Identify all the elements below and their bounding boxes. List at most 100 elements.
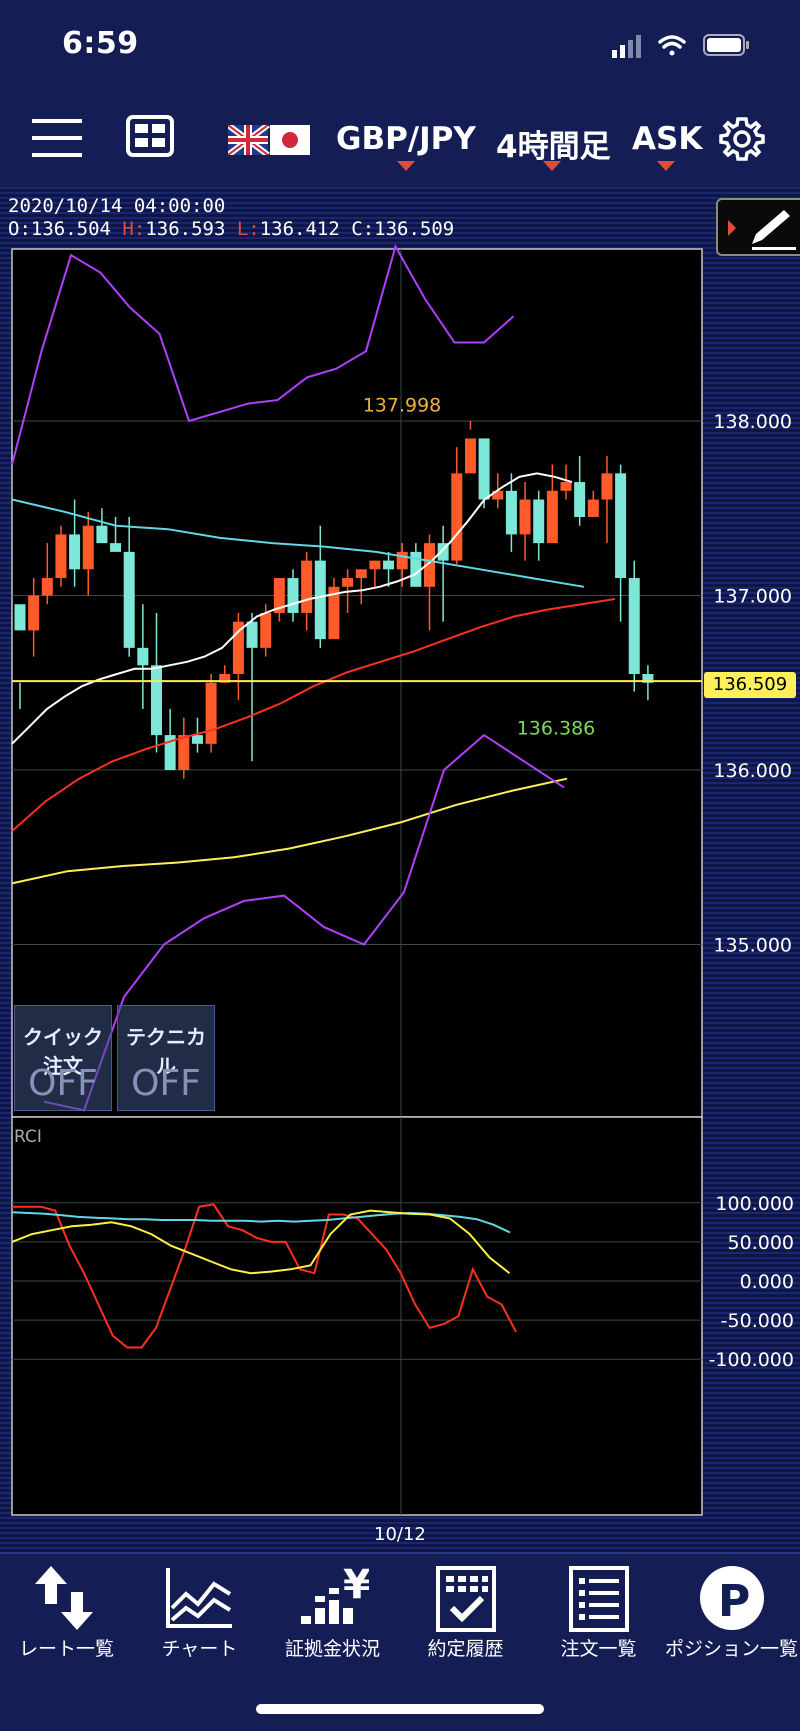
- candle-body: [287, 578, 299, 613]
- candle-body: [137, 647, 149, 666]
- quick-order-state: OFF: [28, 1063, 98, 1104]
- drawing-tool-button[interactable]: [716, 198, 800, 256]
- candle-body: [191, 735, 203, 744]
- price-axis-label: 135.000: [713, 935, 792, 957]
- price-axis-label: 137.000: [713, 586, 792, 608]
- candle-body: [82, 525, 94, 570]
- price-axis-label: 138.000: [713, 411, 792, 433]
- candle-body: [533, 499, 545, 544]
- candle-body: [178, 735, 190, 770]
- candle-body: [410, 551, 422, 587]
- toolbar: GBP/JPY 4時間足 ASK: [0, 95, 800, 187]
- nav-rate-list[interactable]: レート一覧: [0, 1554, 133, 1674]
- candle-body: [205, 682, 217, 744]
- signal-bar-3-icon: [628, 40, 633, 58]
- ohlc-values: O:136.504 H:136.593 L:136.412 C:136.509: [8, 218, 454, 241]
- candle-body: [110, 543, 122, 552]
- sma-short-line: [11, 472, 573, 745]
- rci-series-line: [11, 1209, 511, 1275]
- svg-text:P: P: [718, 1576, 750, 1627]
- candle-body: [396, 551, 408, 570]
- nav-chart[interactable]: チャート: [133, 1554, 266, 1674]
- candle-body: [342, 578, 354, 587]
- nav-margin-status-label: 証拠金状況: [284, 1638, 380, 1660]
- chart-icon: [166, 1568, 232, 1628]
- nav-margin-status[interactable]: ¥ 証拠金状況: [266, 1554, 399, 1674]
- ohlc-readout: 2020/10/14 04:00:00 O:136.504 H:136.593 …: [8, 195, 454, 241]
- rci-frame: [11, 1116, 703, 1516]
- sma-mid-line: [11, 598, 616, 832]
- timeframe-label[interactable]: 4時間足: [496, 129, 611, 165]
- quick-order-toggle[interactable]: クイック注文 OFF: [14, 1005, 112, 1111]
- home-indicator[interactable]: [256, 1704, 544, 1714]
- candle-body: [478, 438, 490, 500]
- rci-title: RCI: [14, 1127, 42, 1147]
- candle-body: [355, 569, 367, 579]
- candle-body: [314, 560, 326, 640]
- currency-flags[interactable]: [228, 125, 312, 155]
- rci-axis-label: -50.000: [721, 1310, 794, 1332]
- ohlc-h-label: H:: [122, 218, 146, 240]
- uk-flag-icon: [228, 125, 270, 155]
- candle-body: [14, 604, 26, 631]
- ohlc-h: 136.593: [145, 218, 226, 240]
- wifi-icon: [658, 35, 686, 56]
- nav-order-list[interactable]: 注文一覧: [532, 1554, 665, 1674]
- candle-body: [587, 499, 599, 517]
- x-axis-date-label: 10/12: [374, 1524, 426, 1545]
- candle-body: [273, 578, 285, 613]
- candle-body: [55, 534, 67, 579]
- rci-axis-label: 0.000: [740, 1271, 794, 1293]
- execution-history-icon: [436, 1566, 496, 1632]
- rci-axis-label: 50.000: [728, 1232, 794, 1254]
- layout-icon[interactable]: [126, 115, 174, 157]
- candle-body: [151, 665, 162, 736]
- candle-body: [464, 438, 476, 474]
- price-axis-label: 136.000: [713, 760, 792, 782]
- candle-body: [424, 543, 435, 587]
- technical-toggle[interactable]: テクニカル OFF: [117, 1005, 215, 1111]
- ohlc-o-label: O:: [8, 218, 31, 240]
- candle-body: [28, 595, 40, 631]
- candle-body: [574, 482, 586, 517]
- gear-icon[interactable]: [718, 115, 766, 163]
- timeframe-dropdown-caret-icon[interactable]: [543, 161, 561, 171]
- candle-body: [219, 674, 231, 683]
- rci-panel: 100.000 50.000 0.000 -50.000 -100.000 RCI: [11, 1116, 794, 1516]
- candle-body: [69, 534, 81, 570]
- menu-icon[interactable]: [32, 117, 84, 159]
- high-price-annotation: 137.998: [363, 394, 442, 416]
- candle-body: [642, 674, 654, 683]
- pair-dropdown-caret-icon[interactable]: [397, 161, 415, 171]
- quick-order-label: クイック注文: [23, 1025, 103, 1078]
- bollinger-lower-line: [43, 733, 565, 1112]
- candle-body: [601, 473, 613, 500]
- status-icons: [612, 34, 749, 58]
- candle-body: [383, 560, 395, 570]
- candle-body: [260, 612, 272, 648]
- candle-body: [505, 490, 517, 535]
- battery-icon: [703, 34, 749, 56]
- nav-position-list[interactable]: P ポジション一覧: [665, 1554, 798, 1674]
- chart-svg[interactable]: 138.000 137.000 136.000 135.000 137.998 136.3…: [0, 187, 800, 1552]
- bollinger-upper-line: [11, 243, 515, 465]
- ohlc-c-label: C:: [351, 218, 375, 240]
- pen-icon: [728, 210, 796, 250]
- position-list-icon: P: [700, 1566, 764, 1630]
- ohlc-l: 136.412: [259, 218, 340, 240]
- ohlc-datetime: 2020/10/14 04:00:00: [8, 195, 226, 217]
- nav-execution-history[interactable]: 約定履歴: [399, 1554, 532, 1674]
- candle-body: [41, 578, 53, 596]
- current-price-tag: 136.509: [704, 672, 796, 698]
- technical-label: テクニカル: [126, 1025, 206, 1078]
- price-type-label[interactable]: ASK: [632, 121, 703, 157]
- candle-body: [615, 473, 627, 579]
- candle-body: [519, 499, 531, 535]
- low-price-annotation: 136.386: [517, 718, 596, 740]
- sma-200-line: [11, 777, 568, 885]
- currency-pair-label[interactable]: GBP/JPY: [336, 121, 476, 157]
- nav-position-list-label: ポジション一覧: [664, 1638, 798, 1660]
- price-type-dropdown-caret-icon[interactable]: [657, 161, 675, 171]
- order-list-icon: [569, 1566, 629, 1632]
- candle-body: [451, 473, 463, 561]
